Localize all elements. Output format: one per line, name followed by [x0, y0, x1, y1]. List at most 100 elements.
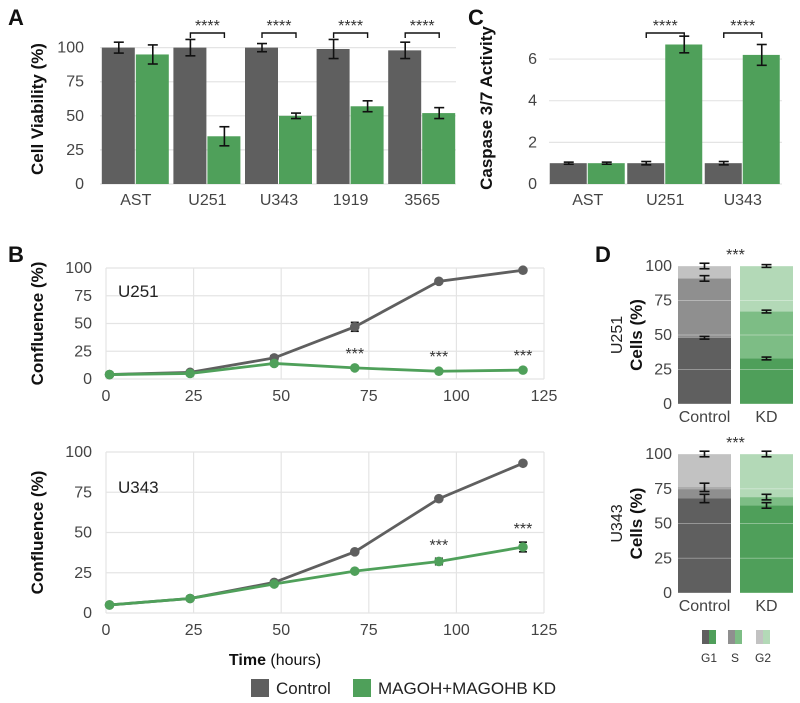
- chart-B1-ytick-label: 0: [83, 371, 92, 388]
- chart-D1-segment-Control-S: [678, 278, 731, 338]
- chart-D2-segment-Control-S: [678, 487, 731, 499]
- chart-D2-ytick-label: 75: [654, 481, 672, 498]
- chart-B2-point-kd: [185, 593, 195, 604]
- phase-legend-label-G2: G2: [755, 651, 771, 665]
- chart-D2-ytick-label: 0: [663, 585, 672, 602]
- chart-D1-segment-Control-G2: [678, 266, 731, 279]
- phase-legend-swatch-control-G1: [702, 630, 709, 644]
- chart-A-xtick-label: U251: [188, 192, 226, 209]
- chart-B2-ytick-label: 75: [74, 484, 92, 501]
- chart-A-bar-1919-kd: [350, 106, 384, 184]
- chart-D2-ytick-label: 50: [654, 516, 672, 533]
- phase-legend-swatch-control-G2: [756, 630, 763, 644]
- chart-D1-xtick-label: KD: [755, 409, 777, 426]
- chart-B2-line-control: [109, 461, 524, 607]
- panel-label-d: D: [595, 242, 611, 267]
- chart-A-significance-bracket: [404, 32, 440, 38]
- chart-B1-cell-line-label: U251: [118, 282, 159, 301]
- chart-B2-xtick-label: 25: [185, 622, 203, 639]
- chart-A-significance-stars: ****: [267, 18, 292, 35]
- chart-D1-xtick-label: Control: [679, 409, 731, 426]
- chart-A-xtick-label: AST: [120, 192, 151, 209]
- chart-B2-ytick-label: 100: [65, 444, 92, 461]
- chart-D1-cell-line-label: U251: [609, 316, 626, 354]
- chart-A-bar-U343-control: [245, 47, 278, 184]
- chart-B1-point-kd: [185, 368, 195, 379]
- chart-C-significance-bracket: [723, 32, 763, 38]
- chart-D2-segment-KD-S: [740, 497, 793, 506]
- chart-C-significance-stars: ****: [653, 18, 678, 35]
- chart-B2-ytick-label: 25: [74, 565, 92, 582]
- chart-B1-point-kd: [104, 369, 115, 380]
- chart-D2-xtick-label: Control: [679, 598, 731, 615]
- panel-label-a: A: [8, 5, 24, 30]
- chart-B2-point-kd: [104, 600, 115, 610]
- chart-D2-segment-KD-G1: [740, 505, 793, 593]
- chart-B2-ylabel: Confluence (%): [28, 471, 47, 595]
- chart-C-bar-U343-control: [704, 163, 742, 184]
- chart-B1-significance: ***: [430, 349, 449, 366]
- xlabel-time: Time: [229, 652, 271, 669]
- chart-A-significance-stars: ****: [410, 18, 435, 35]
- chart-B2-point-kd: [269, 579, 279, 589]
- chart-B1-xtick-label: 50: [272, 388, 290, 405]
- chart-C-bar-U251-kd: [665, 44, 703, 184]
- phase-legend-swatch-control-S: [728, 630, 735, 644]
- chart-B1-xtick-label: 25: [185, 388, 203, 405]
- chart-A-bar-3565-kd: [422, 113, 456, 184]
- chart-B1-significance: ***: [514, 348, 533, 365]
- legend-swatch-kd: [353, 679, 371, 697]
- chart-B1-xtick-label: 100: [443, 388, 470, 405]
- chart-A-significance-bracket: [189, 32, 226, 38]
- chart-D2-significance: ***: [726, 435, 745, 452]
- chart-C-ytick-label: 0: [528, 176, 537, 193]
- chart-B2-significance: ***: [514, 521, 533, 538]
- chart-D1-ytick-label: 100: [645, 258, 672, 275]
- chart-B2-line-kd: [109, 545, 524, 607]
- chart-B1-ytick-label: 75: [74, 288, 92, 305]
- legend-label-control: Control: [276, 679, 331, 698]
- chart-D1-ytick-label: 50: [654, 327, 672, 344]
- chart-B2-xtick-label: 50: [272, 622, 290, 639]
- chart-B1-significance: ***: [345, 346, 364, 363]
- chart-C-bar-AST-control: [549, 163, 587, 184]
- chart-A-ytick-label: 0: [75, 176, 84, 193]
- chart-A-xtick-label: 1919: [333, 192, 369, 209]
- chart-B2-significance: ***: [430, 537, 449, 554]
- chart-D1-ylabel: Cells (%): [627, 299, 646, 371]
- legend-label-kd: MAGOH+MAGOHB KD: [378, 679, 556, 698]
- chart-B1-point-kd: [518, 365, 528, 375]
- chart-D1-segment-KD-S: [740, 311, 793, 359]
- chart-B1-point-control: [434, 276, 444, 287]
- legend-swatch-control: [251, 679, 269, 697]
- chart-D1-segment-Control-G1: [678, 337, 731, 404]
- chart-D2-segment-Control-G2: [678, 454, 731, 488]
- chart-B2-point-kd: [349, 566, 360, 576]
- chart-B2-ytick-label: 50: [74, 525, 92, 542]
- chart-B2-xtick-label: 0: [102, 622, 111, 639]
- phase-legend-swatch-kd-G1: [709, 630, 716, 644]
- chart-B2-xtick-label: 75: [360, 622, 378, 639]
- chart-B2-xtick-label: 100: [443, 622, 470, 639]
- chart-B2-ytick-label: 0: [83, 605, 92, 622]
- chart-D2-ytick-label: 25: [654, 550, 672, 567]
- chart-C-ylabel: Caspase 3/7 Activity: [477, 26, 496, 190]
- chart-D1-significance: ***: [726, 247, 745, 264]
- chart-A-significance-bracket: [261, 32, 297, 38]
- chart-C-bar-AST-kd: [587, 163, 625, 184]
- chart-B1-xtick-label: 0: [102, 388, 111, 405]
- chart-D1-ytick-label: 25: [654, 362, 672, 379]
- chart-C-bar-U251-control: [627, 163, 665, 184]
- chart-D2-segment-Control-G1: [678, 498, 731, 593]
- phase-legend-swatch-kd-G2: [763, 630, 770, 644]
- chart-C-significance-bracket: [645, 32, 685, 38]
- chart-D2-segment-KD-G2: [740, 454, 793, 498]
- chart-B1-point-kd: [349, 363, 360, 373]
- chart-B2-point-control: [518, 458, 528, 469]
- chart-C-ytick-label: 4: [528, 93, 537, 110]
- panel-label-c: C: [468, 5, 484, 30]
- chart-A-bar-AST-control: [101, 47, 135, 184]
- chart-A-ytick-label: 100: [57, 40, 84, 57]
- chart-C-xtick-label: AST: [572, 192, 603, 209]
